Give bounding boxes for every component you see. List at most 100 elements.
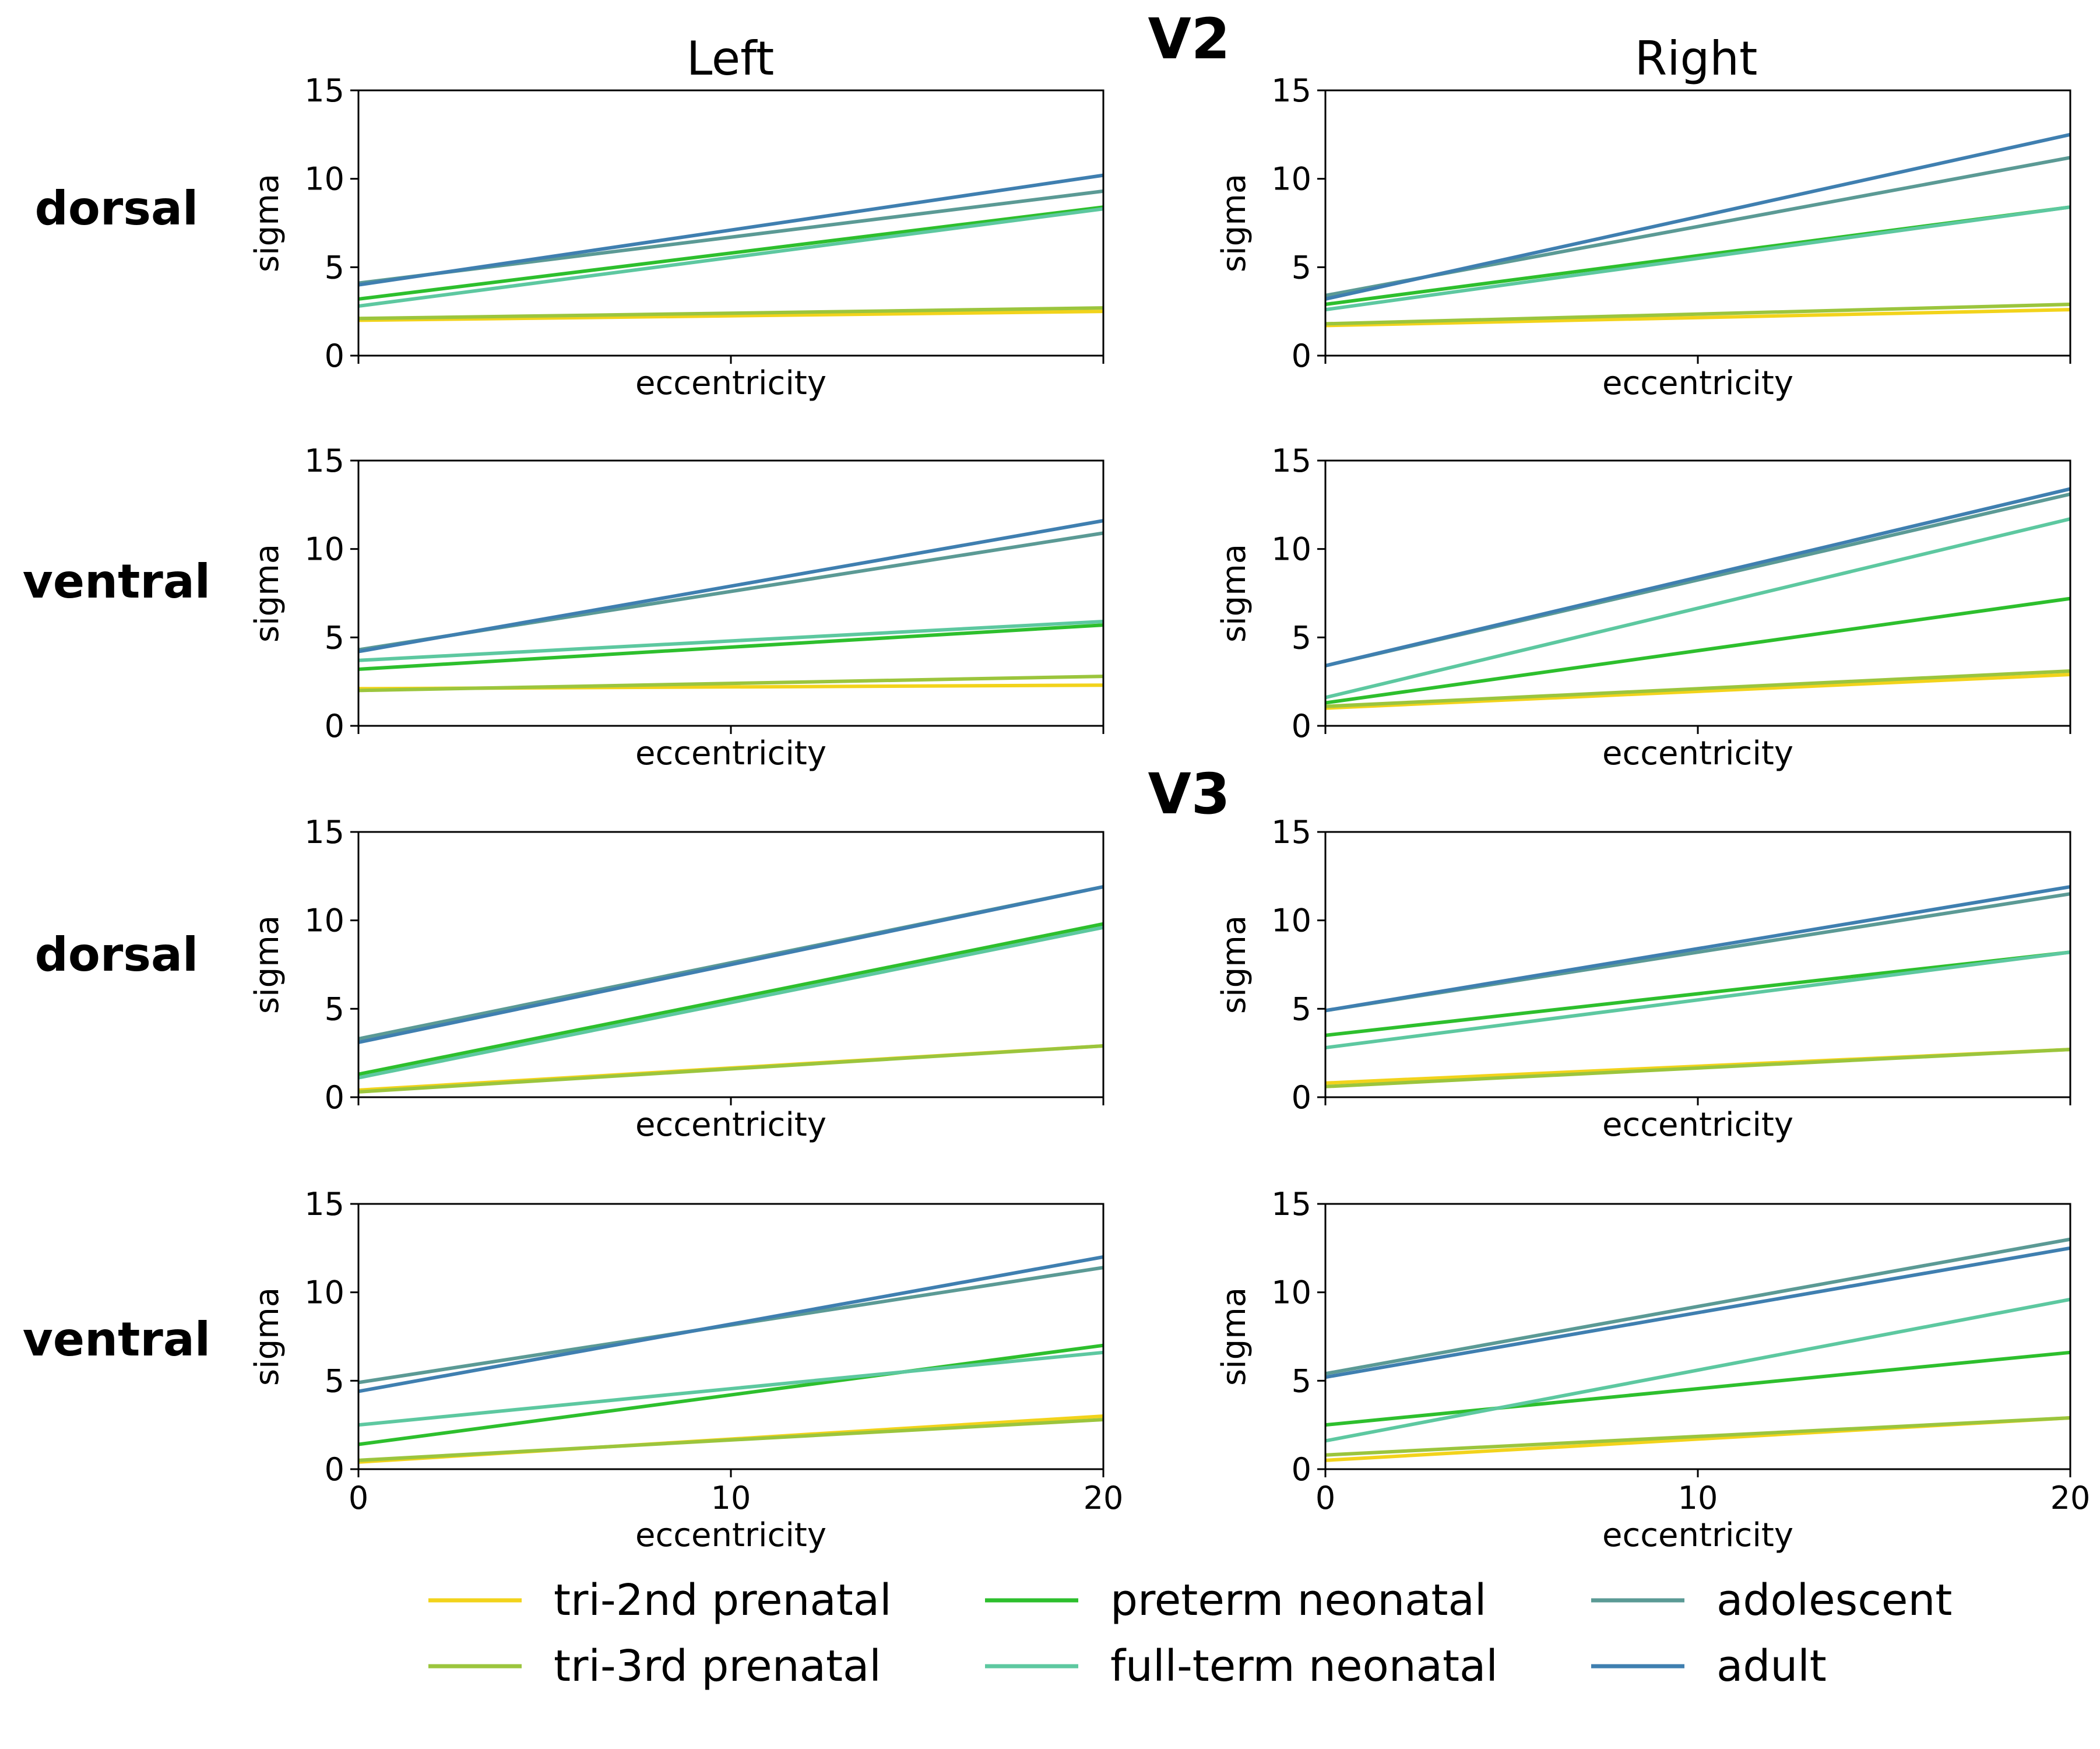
- y-tick-label: 0: [325, 1451, 344, 1488]
- y-tick-label: 10: [1271, 531, 1311, 568]
- series-line-full-term-neonatal: [358, 620, 1104, 662]
- series-line-preterm-neonatal: [358, 205, 1104, 301]
- panel-v3-ventral-right: 0 5 10 15 0 10 20 eccentricity sigma: [1215, 1186, 2090, 1554]
- series-line-preterm-neonatal: [1325, 596, 2071, 705]
- row-label-v3-dorsal: dorsal: [35, 928, 199, 982]
- y-tick-label: 15: [304, 442, 344, 479]
- legend: tri-2nd prenatal tri-3rd prenatal preterm …: [428, 1575, 1952, 1691]
- panel-v2-dorsal-right: 0 5 10 15 eccentricity sigma: [1215, 72, 2071, 402]
- y-tick-label: 5: [325, 991, 344, 1027]
- y-tick-label: 10: [304, 161, 344, 198]
- x-tick-label: 10: [711, 1480, 751, 1516]
- y-tick-label: 0: [1292, 338, 1311, 374]
- series-line-adult: [1325, 487, 2071, 668]
- y-tick-label: 15: [1271, 72, 1311, 109]
- x-tick-label: 0: [1315, 1480, 1335, 1516]
- series-line-adult: [1325, 885, 2071, 1013]
- legend-label: full-term neonatal: [1110, 1641, 1498, 1691]
- series-line-preterm-neonatal: [358, 623, 1104, 671]
- y-tick-label: 15: [1271, 814, 1311, 851]
- series-line-tri-3rd-prenatal: [1325, 303, 2071, 326]
- series-line-full-term-neonatal: [1325, 1297, 2071, 1443]
- y-tick-label: 15: [1271, 442, 1311, 479]
- series-line-full-term-neonatal: [1325, 950, 2071, 1050]
- x-axis-label: eccentricity: [635, 1516, 826, 1554]
- x-axis-label: eccentricity: [635, 364, 826, 402]
- legend-item-full-term-neonatal: full-term neonatal: [985, 1641, 1498, 1691]
- y-tick-label: 5: [325, 1362, 344, 1399]
- y-tick-label: 10: [1271, 1274, 1311, 1311]
- series-line-preterm-neonatal: [358, 1343, 1104, 1446]
- y-tick-label: 0: [1292, 708, 1311, 744]
- y-tick-label: 10: [1271, 902, 1311, 939]
- x-axis-label: eccentricity: [1602, 1106, 1793, 1144]
- series-line-tri-3rd-prenatal: [358, 1418, 1104, 1462]
- y-tick-label: 5: [325, 619, 344, 656]
- y-tick-label: 15: [304, 814, 344, 851]
- y-tick-label: 10: [1271, 161, 1311, 198]
- y-tick-label: 5: [325, 249, 344, 286]
- column-title-right: Right: [1635, 31, 1758, 86]
- area-label-v3: V3: [1148, 761, 1230, 827]
- series-line-preterm-neonatal: [1325, 950, 2071, 1037]
- x-tick-label: 20: [1084, 1480, 1124, 1516]
- series-line-full-term-neonatal: [358, 925, 1104, 1080]
- row-label-v3-ventral: ventral: [23, 1312, 210, 1367]
- y-axis-label: sigma: [1215, 1287, 1253, 1386]
- y-tick-label: 10: [304, 1274, 344, 1311]
- series-line-full-term-neonatal: [358, 207, 1104, 308]
- y-tick-label: 5: [1292, 991, 1311, 1027]
- y-tick-label: 5: [1292, 249, 1311, 286]
- legend-label: adult: [1716, 1641, 1827, 1691]
- y-tick-label: 5: [1292, 619, 1311, 656]
- series-line-tri-3rd-prenatal: [358, 1044, 1104, 1094]
- y-tick-label: 0: [325, 708, 344, 744]
- legend-item-preterm-neonatal: preterm neonatal: [985, 1575, 1486, 1625]
- y-tick-label: 10: [304, 902, 344, 939]
- series-line-tri-2nd-prenatal: [358, 310, 1104, 322]
- y-tick-label: 15: [304, 72, 344, 109]
- y-axis-label: sigma: [1215, 544, 1253, 642]
- series-line-tri-3rd-prenatal: [1325, 669, 2071, 708]
- y-tick-label: 10: [304, 531, 344, 568]
- series-line-tri-2nd-prenatal: [1325, 673, 2071, 710]
- x-axis-label: eccentricity: [1602, 735, 1793, 772]
- x-tick-label: 0: [349, 1480, 368, 1516]
- y-tick-label: 5: [1292, 1362, 1311, 1399]
- x-axis-label: eccentricity: [1602, 364, 1793, 402]
- legend-label: adolescent: [1716, 1575, 1952, 1625]
- legend-label: tri-3rd prenatal: [554, 1641, 881, 1691]
- series-line-tri-3rd-prenatal: [1325, 1416, 2071, 1457]
- y-tick-label: 0: [1292, 1079, 1311, 1116]
- panel-v3-ventral-left: 0 5 10 15 0 10 20 eccentricity sigma: [248, 1186, 1123, 1554]
- column-title-left: Left: [687, 31, 775, 86]
- legend-label: tri-2nd prenatal: [554, 1575, 892, 1625]
- series-line-tri-2nd-prenatal: [1325, 308, 2071, 328]
- series-line-adult: [1325, 132, 2071, 301]
- panel-v2-dorsal-left: 0 5 10 15 eccentricity sigma: [248, 72, 1104, 402]
- series-line-preterm-neonatal: [358, 922, 1104, 1076]
- row-label-v2-ventral: ventral: [23, 554, 210, 609]
- panels: 0 5 10 15 eccentricity sigma 0 5 10 15 eccentricit…: [248, 72, 2090, 1554]
- panel-v2-ventral-left: 0 5 10 15 eccentricity sigma: [248, 442, 1104, 772]
- legend-item-tri-2nd-prenatal: tri-2nd prenatal: [428, 1575, 892, 1625]
- y-axis-label: sigma: [248, 544, 286, 642]
- panel-v2-ventral-right: 0 5 10 15 eccentricity sigma: [1215, 442, 2071, 772]
- x-axis-label: eccentricity: [635, 735, 826, 772]
- y-tick-label: 15: [1271, 1186, 1311, 1223]
- x-axis-label: eccentricity: [1602, 1516, 1793, 1554]
- y-tick-label: 0: [325, 338, 344, 374]
- y-tick-label: 15: [304, 1186, 344, 1223]
- series-line-adult: [358, 519, 1104, 654]
- series-line-preterm-neonatal: [1325, 1350, 2071, 1427]
- legend-item-adult: adult: [1591, 1641, 1827, 1691]
- y-tick-label: 0: [325, 1079, 344, 1116]
- series-line-tri-3rd-prenatal: [358, 306, 1104, 321]
- legend-item-tri-3rd-prenatal: tri-3rd prenatal: [428, 1641, 881, 1691]
- area-label-v2: V2: [1148, 6, 1230, 72]
- series-line-adult: [358, 885, 1104, 1044]
- x-tick-label: 10: [1678, 1480, 1718, 1516]
- series-line-adolescent: [1325, 1237, 2071, 1376]
- row-label-v2-dorsal: dorsal: [35, 181, 199, 236]
